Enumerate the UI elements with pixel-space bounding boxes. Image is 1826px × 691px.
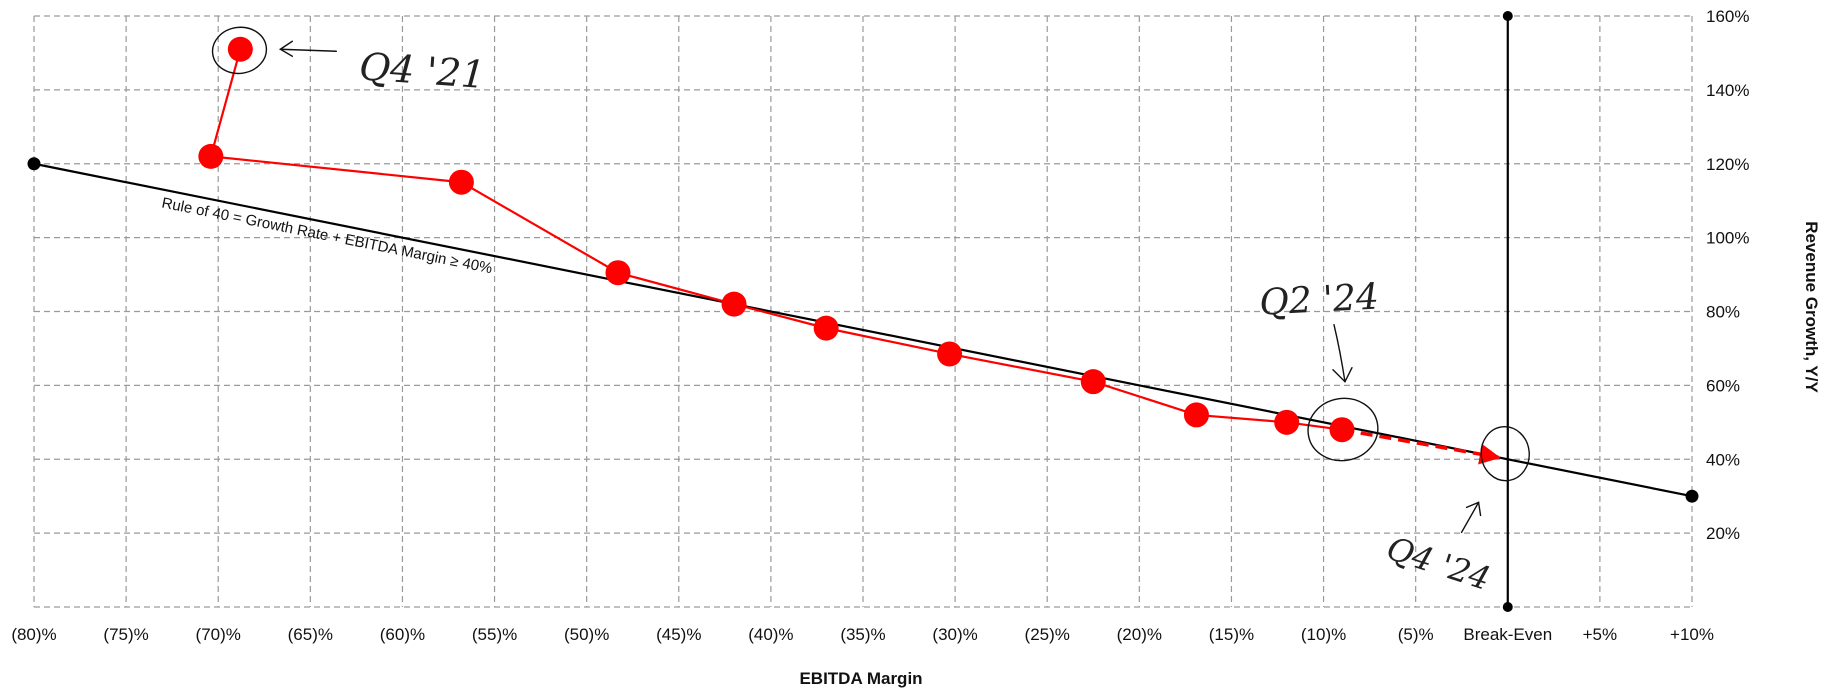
x-tick-label: (15)%: [1209, 625, 1254, 644]
data-point: [448, 169, 474, 195]
x-axis-ticks: (80)% (75)% (70)% (65)% (60)% (55)% (50)% (45)%…: [11, 625, 1714, 644]
annotation-arrowhead-q2-24: [1332, 367, 1353, 383]
break-even-endpoint-bottom: [1502, 602, 1513, 612]
x-tick-label: (55)%: [472, 625, 517, 644]
x-tick-label: (35)%: [840, 625, 885, 644]
y-tick-label: 100%: [1706, 229, 1749, 248]
annotation-circle-q2-24: [1307, 397, 1379, 462]
y-tick-label: 80%: [1706, 303, 1740, 322]
annotation-arrow-q2-24: [1333, 324, 1346, 383]
annotation-arrowhead-q4-21: [279, 40, 294, 57]
data-point: [1329, 417, 1355, 443]
series-growth-vs-margin: [198, 36, 1501, 465]
x-tick-label: (70)%: [196, 625, 241, 644]
data-point: [721, 291, 747, 317]
y-tick-label: 140%: [1706, 81, 1749, 100]
projection-arrow: [1341, 427, 1501, 465]
annotation-arrow-q4-24: [1460, 501, 1480, 534]
x-tick-label: (25)%: [1025, 625, 1070, 644]
rule-of-40-line: [33, 162, 1693, 498]
annotation-label-q4-21: Q4 '21: [358, 44, 487, 97]
x-tick-label: (40)%: [748, 625, 793, 644]
annotation-circle-q4-21: [211, 26, 268, 75]
break-even-endpoint-top: [1502, 11, 1513, 21]
y-tick-label: 160%: [1706, 7, 1749, 26]
data-point: [198, 143, 224, 169]
data-point: [813, 315, 839, 341]
x-tick-label: (5)%: [1398, 625, 1434, 644]
x-tick-label: (60)%: [380, 625, 425, 644]
y-axis-ticks: 20% 40% 60% 80% 100% 120% 140% 160%: [1706, 7, 1749, 543]
y-tick-label: 20%: [1706, 524, 1740, 543]
annotation-circle-q4-24: [1480, 426, 1530, 482]
break-even-line: [1502, 11, 1513, 612]
rule-of-40-endpoint: [27, 157, 41, 171]
x-tick-label: (45)%: [656, 625, 701, 644]
data-point: [1183, 402, 1209, 428]
y-tick-label: 60%: [1706, 376, 1740, 395]
x-tick-label: (65)%: [288, 625, 333, 644]
data-point: [605, 260, 631, 286]
grid: [33, 15, 1693, 608]
annotations: Q4 '21 Q2 '24 Q4 '24: [211, 26, 1530, 598]
x-tick-label: Break-Even: [1463, 625, 1552, 644]
data-point: [227, 36, 253, 62]
y-axis-title: Revenue Growth, Y/Y: [1802, 221, 1821, 393]
x-tick-label: (80)%: [11, 625, 56, 644]
x-tick-label: (30)%: [932, 625, 977, 644]
rule-of-40-endpoint: [1685, 489, 1699, 503]
data-point: [937, 341, 963, 367]
x-tick-label: +5%: [1583, 625, 1618, 644]
y-tick-label: 40%: [1706, 450, 1740, 469]
annotation-label-q4-24: Q4 '24: [1382, 529, 1495, 598]
annotation-arrowhead-q4-24: [1465, 501, 1482, 517]
annotation-label-q2-24: Q2 '24: [1258, 276, 1380, 323]
data-point: [1080, 369, 1106, 395]
y-tick-label: 120%: [1706, 155, 1749, 174]
data-point: [1274, 409, 1300, 435]
x-tick-label: (10)%: [1301, 625, 1346, 644]
x-tick-label: (50)%: [564, 625, 609, 644]
x-tick-label: (75)%: [103, 625, 148, 644]
x-axis-title: EBITDA Margin: [799, 669, 922, 688]
annotation-arrow-q4-21: [279, 48, 338, 52]
rule-of-40-label: Rule of 40 = Growth Rate + EBITDA Margin…: [160, 194, 494, 277]
x-tick-label: (20)%: [1117, 625, 1162, 644]
x-tick-label: +10%: [1670, 625, 1714, 644]
